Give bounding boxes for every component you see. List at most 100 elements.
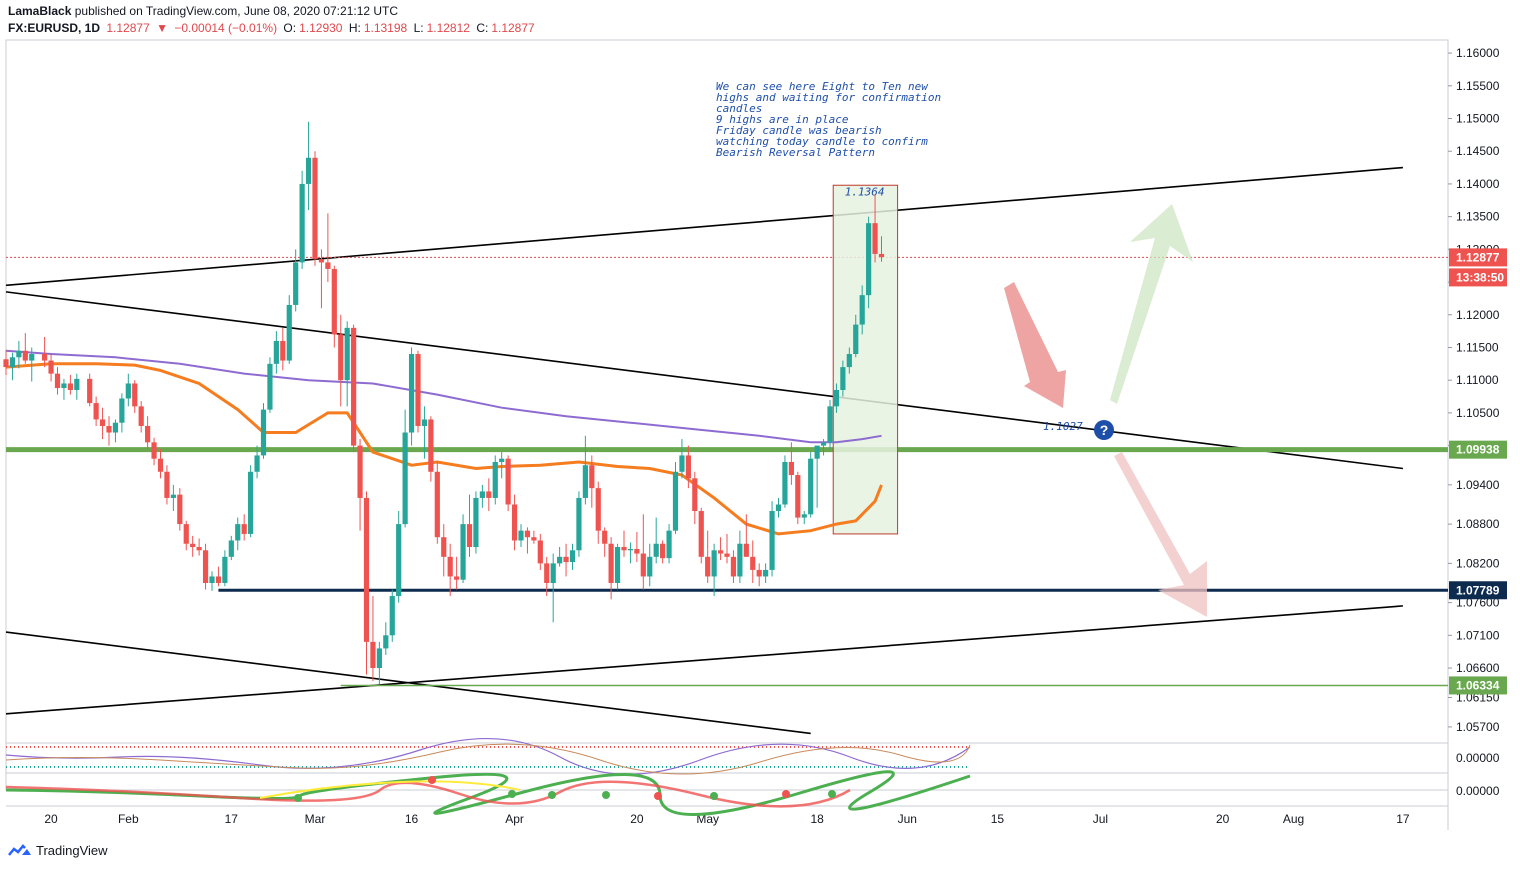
- candle-body: [505, 458, 511, 505]
- down-arrow: [1114, 452, 1207, 617]
- momentum-signal-dot: [602, 791, 610, 799]
- momentum-line: [5, 770, 971, 816]
- x-tick-label: Feb: [118, 812, 139, 826]
- candle-body: [325, 262, 331, 269]
- note-line: We can see here Eight to Ten new: [716, 80, 929, 93]
- candle-body: [524, 530, 531, 538]
- candle-body: [518, 530, 524, 541]
- candle-body: [209, 576, 215, 583]
- candle-body: [428, 419, 434, 472]
- x-tick-label: 17: [1396, 812, 1410, 826]
- x-tick-label: Jul: [1093, 812, 1108, 826]
- candle-body: [833, 390, 840, 407]
- x-tick-label: 20: [1216, 812, 1230, 826]
- candle-body: [376, 648, 382, 669]
- candle-body: [866, 223, 872, 296]
- candle-body: [54, 373, 61, 389]
- publish-info: LamaBlack published on TradingView.com, …: [8, 4, 398, 18]
- candle-body: [389, 596, 395, 636]
- note-line: watching today candle to confirm: [716, 135, 928, 148]
- candle-body: [775, 504, 782, 512]
- support-upper-label: 1.09938: [1456, 443, 1500, 457]
- candle-body: [119, 398, 125, 423]
- candle-body: [293, 262, 299, 305]
- candle-body: [164, 471, 170, 498]
- high-value: 1.13198: [363, 21, 408, 35]
- candle-body: [48, 360, 54, 374]
- candle-body: [402, 432, 408, 525]
- candle-body: [363, 497, 370, 642]
- tradingview-footer[interactable]: TradingView: [8, 843, 108, 858]
- candle-body: [421, 419, 428, 426]
- candle-body: [3, 359, 9, 368]
- y-tick-label: 1.09400: [1456, 478, 1500, 492]
- countdown-label-bg: [1449, 268, 1507, 287]
- candle-body: [447, 556, 453, 577]
- candle-body: [788, 461, 794, 476]
- candle-body: [408, 354, 415, 433]
- price-change: −0.00014 (−0.01%): [174, 21, 278, 35]
- candle-body: [705, 556, 711, 577]
- y-tick-label: 1.15500: [1456, 79, 1500, 93]
- candle-body: [595, 488, 601, 531]
- candle-body: [112, 422, 119, 433]
- x-tick-label: Aug: [1283, 812, 1304, 826]
- candle-body: [434, 471, 440, 538]
- candle-body: [582, 465, 588, 498]
- candle-body: [454, 576, 460, 580]
- momentum-line: [259, 780, 521, 799]
- candle-body: [61, 383, 67, 389]
- candle-body: [537, 540, 543, 564]
- candle-body: [441, 537, 447, 557]
- candle-body: [614, 547, 621, 583]
- note-line: Bearish Reversal Pattern: [716, 146, 875, 159]
- candle-body: [183, 524, 189, 544]
- candle-body: [660, 543, 666, 559]
- x-tick-label: 20: [44, 812, 58, 826]
- candle-body: [743, 543, 749, 557]
- candle-body: [338, 334, 344, 381]
- candle-body: [241, 524, 247, 534]
- y-tick-label: 1.15000: [1456, 112, 1500, 126]
- candle-body: [22, 350, 28, 361]
- candle-body: [730, 556, 737, 577]
- x-tick-label: 18: [810, 812, 824, 826]
- published-text: published on TradingView.com, June 08, 2…: [74, 4, 399, 18]
- candle-body: [692, 478, 698, 512]
- candle-body: [492, 461, 498, 498]
- highlight-box: [832, 184, 899, 535]
- y-tick-label: 1.14500: [1456, 144, 1500, 158]
- candle-body: [170, 494, 176, 498]
- candle-body: [737, 543, 743, 577]
- candle-body: [499, 458, 505, 462]
- symbol-name[interactable]: FX:EURUSD, 1D: [8, 21, 101, 35]
- candle-body: [486, 491, 492, 498]
- candle-body: [383, 635, 389, 649]
- indicator-line: [5, 743, 971, 775]
- candle-body: [820, 442, 827, 446]
- publisher-name[interactable]: LamaBlack: [8, 4, 72, 18]
- candle-body: [717, 550, 724, 554]
- candle-body: [202, 550, 209, 583]
- candle-body: [357, 445, 363, 498]
- candle-body: [878, 253, 885, 258]
- candle-body: [634, 548, 640, 554]
- y-tick-label: 1.12000: [1456, 308, 1500, 322]
- candle-body: [814, 445, 820, 459]
- candle-body: [87, 378, 93, 404]
- support-navy-label-bg: [1449, 581, 1507, 600]
- candle-body: [544, 563, 550, 583]
- note-line: highs and waiting for confirmation: [716, 91, 941, 104]
- candle-body: [9, 357, 16, 368]
- candle-body: [138, 406, 144, 426]
- up-arrow: [1110, 204, 1193, 404]
- candle-body: [750, 556, 756, 570]
- x-tick-label: Mar: [305, 812, 326, 826]
- candle-body: [106, 425, 112, 433]
- trendline: [5, 631, 811, 735]
- candle-body: [640, 553, 646, 577]
- candle-body: [569, 550, 576, 563]
- low-label: L:: [413, 21, 424, 35]
- candle-body: [479, 491, 485, 498]
